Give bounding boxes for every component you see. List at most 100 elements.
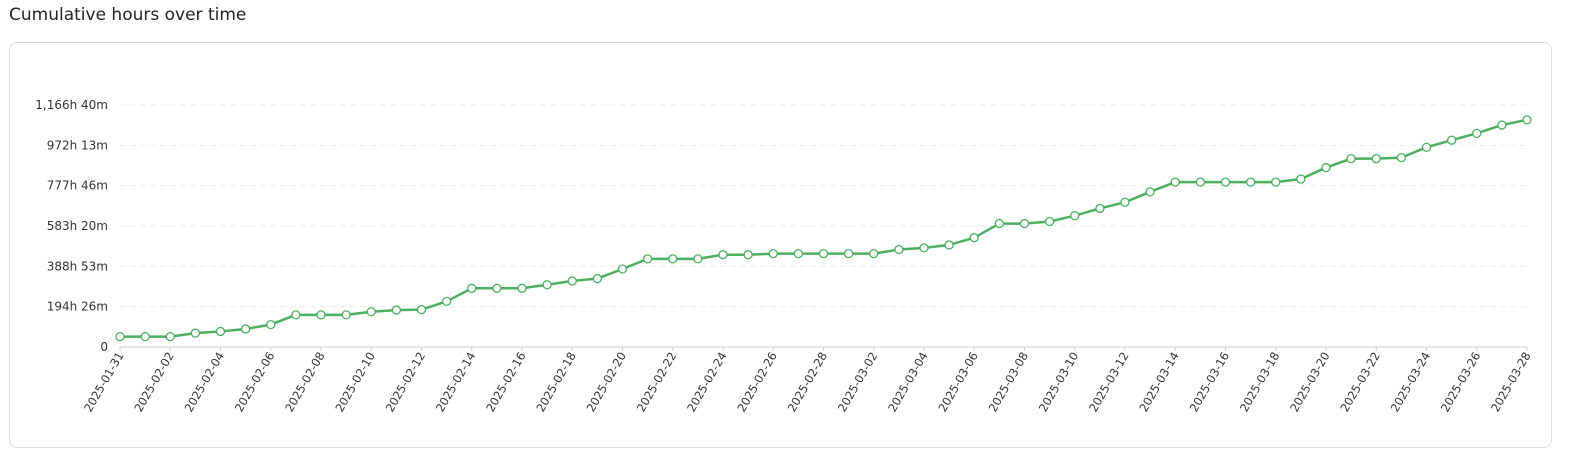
data-point[interactable] — [1170, 177, 1180, 187]
data-point[interactable] — [1019, 218, 1030, 229]
data-point[interactable] — [190, 328, 201, 338]
x-tick-label: 2025-03-02 — [835, 350, 881, 415]
data-point[interactable] — [894, 244, 904, 255]
x-tick-label: 2025-03-08 — [986, 350, 1032, 415]
x-tick-label: 2025-02-28 — [785, 350, 831, 415]
data-point[interactable] — [1145, 187, 1155, 197]
x-tick-label: 2025-02-06 — [232, 350, 278, 415]
data-point[interactable] — [1044, 216, 1055, 227]
x-tick-label: 2025-03-28 — [1488, 350, 1534, 415]
x-tick-label: 2025-03-26 — [1438, 350, 1484, 415]
data-point[interactable] — [793, 249, 804, 259]
x-tick-label: 2025-02-02 — [131, 350, 177, 415]
data-point[interactable] — [266, 319, 276, 330]
x-tick-label: 2025-02-12 — [383, 350, 429, 415]
data-point[interactable] — [115, 331, 125, 342]
x-tick-label: 2025-03-20 — [1287, 350, 1333, 415]
data-point[interactable] — [1271, 177, 1281, 187]
x-tick-label: 2025-03-18 — [1237, 350, 1283, 415]
x-axis-tick-labels: 2025-01-31 2025-02-02 2025-02-04 2025-02-06… — [81, 350, 1534, 415]
y-tick-label: 583h 20m — [47, 219, 108, 233]
data-point[interactable] — [743, 250, 753, 260]
x-tick-label: 2025-02-22 — [634, 350, 680, 415]
axes — [119, 346, 1528, 351]
x-tick-label: 2025-03-24 — [1388, 350, 1434, 415]
series-line-path — [118, 118, 1529, 338]
y-tick-label: 1,166h 40m — [35, 98, 108, 112]
x-tick-label: 2025-02-24 — [684, 350, 730, 415]
x-tick-label: 2025-02-20 — [584, 350, 630, 415]
x-tick-label: 2025-02-18 — [533, 350, 579, 415]
data-point[interactable] — [542, 280, 552, 290]
chart-card: 0 194h 26m 388h 53m 583h 20m 777h 46m 972h 13… — [9, 42, 1552, 448]
x-tick-label: 2025-03-06 — [935, 350, 981, 415]
data-point[interactable] — [366, 307, 376, 317]
x-tick-label: 2025-02-14 — [433, 350, 479, 415]
data-point[interactable] — [1095, 203, 1105, 214]
data-point[interactable] — [341, 310, 351, 320]
data-point[interactable] — [1396, 152, 1407, 163]
data-point[interactable] — [843, 249, 854, 259]
data-point[interactable] — [969, 233, 979, 243]
data-point[interactable] — [1421, 142, 1432, 152]
x-tick-label: 2025-02-10 — [332, 350, 378, 415]
data-point[interactable] — [165, 331, 175, 342]
data-point[interactable] — [718, 250, 728, 260]
data-point[interactable] — [567, 276, 577, 286]
x-tick-label: 2025-02-08 — [282, 350, 328, 415]
data-point[interactable] — [391, 305, 402, 315]
x-tick-label: 2025-03-16 — [1187, 350, 1233, 415]
x-tick-label: 2025-03-22 — [1337, 350, 1383, 415]
data-point[interactable] — [140, 331, 150, 342]
data-point[interactable] — [316, 310, 326, 320]
data-point[interactable] — [1446, 135, 1457, 145]
data-point[interactable] — [1070, 211, 1080, 221]
data-point[interactable] — [517, 283, 527, 293]
data-point[interactable] — [492, 283, 502, 293]
data-point[interactable] — [693, 254, 703, 264]
x-tick-label: 2025-03-14 — [1136, 350, 1182, 415]
cumulative-hours-line-chart: 0 194h 26m 388h 53m 583h 20m 777h 46m 972h 13… — [35, 98, 1534, 415]
data-point[interactable] — [291, 310, 301, 320]
data-point[interactable] — [919, 243, 929, 253]
data-point[interactable] — [592, 273, 603, 284]
data-point[interactable] — [944, 240, 954, 250]
data-point[interactable] — [617, 264, 628, 274]
series-points — [115, 115, 1532, 342]
data-point[interactable] — [869, 249, 879, 259]
data-point[interactable] — [1296, 174, 1306, 184]
data-point[interactable] — [994, 218, 1005, 229]
data-point[interactable] — [768, 249, 778, 259]
data-point[interactable] — [1195, 177, 1206, 187]
data-point[interactable] — [642, 254, 653, 264]
data-point[interactable] — [1497, 120, 1507, 130]
x-tick-label: 2025-02-16 — [483, 350, 529, 415]
data-point[interactable] — [1120, 197, 1130, 207]
data-point[interactable] — [1220, 177, 1231, 187]
data-point[interactable] — [416, 305, 427, 315]
data-point[interactable] — [818, 249, 829, 259]
series-line — [118, 118, 1529, 338]
data-point[interactable] — [668, 254, 678, 264]
grid-lines — [120, 104, 1527, 308]
data-point[interactable] — [1321, 162, 1331, 173]
y-tick-label: 194h 26m — [47, 300, 108, 314]
x-tick-label: 2025-01-31 — [81, 350, 127, 415]
data-point[interactable] — [1371, 154, 1381, 164]
data-point[interactable] — [441, 296, 452, 307]
data-point[interactable] — [1472, 128, 1482, 138]
section-title: Cumulative hours over time — [9, 5, 247, 25]
x-tick-label: 2025-02-04 — [182, 350, 228, 415]
data-point[interactable] — [1346, 154, 1356, 164]
x-tick-label: 2025-02-26 — [734, 350, 780, 415]
y-tick-label: 972h 13m — [47, 138, 108, 152]
data-point[interactable] — [1522, 115, 1532, 125]
data-point[interactable] — [240, 324, 251, 334]
y-tick-label: 388h 53m — [47, 259, 108, 273]
data-point[interactable] — [1245, 177, 1256, 187]
y-tick-label: 0 — [100, 340, 108, 354]
data-point[interactable] — [467, 283, 477, 293]
x-tick-label: 2025-03-10 — [1036, 350, 1082, 415]
y-tick-label: 777h 46m — [47, 179, 108, 193]
data-point[interactable] — [215, 326, 226, 337]
